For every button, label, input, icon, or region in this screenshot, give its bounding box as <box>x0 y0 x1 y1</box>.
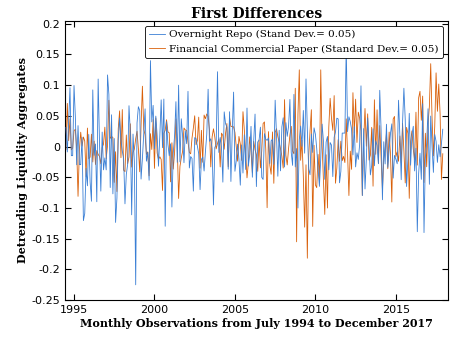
Line: Overnight Repo (Stand Dev.= 0.05): Overnight Repo (Stand Dev.= 0.05) <box>66 46 443 285</box>
Financial Commercial Paper (Standard Dev.= 0.05) <box>395 150 400 154</box>
Overnight Repo (Stand Dev.= 0.05) <box>396 98 401 102</box>
Legend: Overnight Repo (Stand Dev.= 0.05), Financial Commercial Paper (Standard Dev.= 0.: Overnight Repo (Stand Dev.= 0.05), Finan… <box>146 26 443 58</box>
Title: First Differences: First Differences <box>191 7 322 21</box>
Overnight Repo (Stand Dev.= 0.05) <box>150 103 156 107</box>
Financial Commercial Paper (Standard Dev.= 0.05) <box>279 154 285 158</box>
Overnight Repo (Stand Dev.= 0.05) <box>133 283 139 287</box>
Financial Commercial Paper (Standard Dev.= 0.05) <box>304 256 310 260</box>
Overnight Repo (Stand Dev.= 0.05) <box>343 43 349 48</box>
Overnight Repo (Stand Dev.= 0.05) <box>91 153 97 157</box>
Financial Commercial Paper (Standard Dev.= 0.05) <box>428 62 433 66</box>
X-axis label: Monthly Observations from July 1994 to December 2017: Monthly Observations from July 1994 to D… <box>80 318 433 329</box>
Overnight Repo (Stand Dev.= 0.05) <box>280 116 286 120</box>
Line: Financial Commercial Paper (Standard Dev.= 0.05): Financial Commercial Paper (Standard Dev… <box>66 64 443 258</box>
Financial Commercial Paper (Standard Dev.= 0.05) <box>325 206 330 210</box>
Financial Commercial Paper (Standard Dev.= 0.05) <box>168 180 173 184</box>
Overnight Repo (Stand Dev.= 0.05) <box>63 125 69 129</box>
Overnight Repo (Stand Dev.= 0.05) <box>169 205 175 209</box>
Y-axis label: Detrending Liquidity Aggregates: Detrending Liquidity Aggregates <box>17 57 28 264</box>
Financial Commercial Paper (Standard Dev.= 0.05) <box>91 139 97 143</box>
Financial Commercial Paper (Standard Dev.= 0.05) <box>440 152 445 156</box>
Overnight Repo (Stand Dev.= 0.05) <box>440 127 445 131</box>
Financial Commercial Paper (Standard Dev.= 0.05) <box>63 148 69 152</box>
Overnight Repo (Stand Dev.= 0.05) <box>325 135 330 139</box>
Financial Commercial Paper (Standard Dev.= 0.05) <box>149 147 155 151</box>
